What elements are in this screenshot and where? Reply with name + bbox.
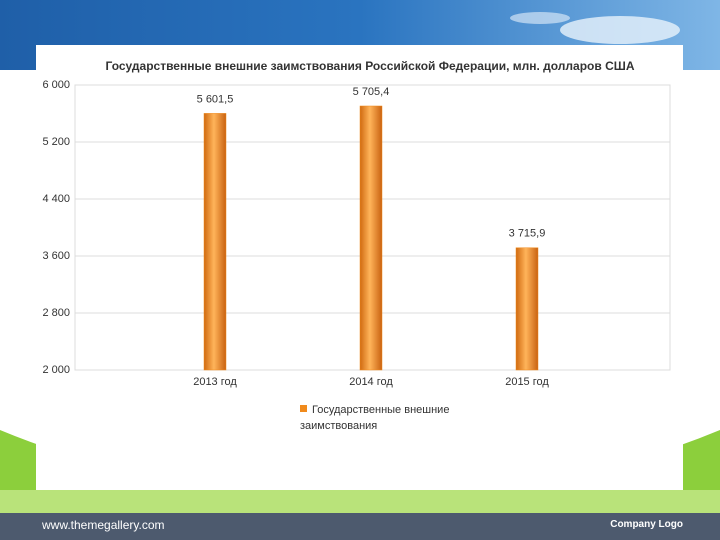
value-label: 3 715,9 (509, 228, 546, 240)
x-tick-label: 2014 год (349, 376, 393, 388)
y-tick-label: 6 000 (42, 79, 70, 91)
legend-label: Государственные внешние заимствования (300, 404, 450, 432)
y-tick-label: 2 000 (42, 364, 70, 376)
x-tick-label: 2015 год (505, 376, 549, 388)
bar (359, 105, 383, 371)
footer-bar (0, 513, 720, 540)
y-tick-label: 5 200 (42, 136, 70, 148)
value-label: 5 601,5 (197, 93, 234, 105)
chart-title: Государственные внешние заимствования Ро… (105, 59, 634, 73)
bar (203, 113, 227, 371)
green-band (0, 490, 720, 514)
footer-url: www.themegallery.com (42, 518, 165, 532)
y-tick-label: 4 400 (42, 193, 70, 205)
footer-logo: Company Logo (610, 519, 683, 530)
legend: Государственные внешние заимствования (300, 402, 450, 434)
legend-swatch (300, 405, 307, 412)
y-tick-label: 3 600 (42, 250, 70, 262)
x-tick-label: 2013 год (193, 376, 237, 388)
bar (515, 247, 539, 371)
y-tick-label: 2 800 (42, 307, 70, 319)
value-label: 5 705,4 (353, 86, 390, 98)
cloud (510, 12, 570, 24)
cloud (560, 16, 680, 44)
